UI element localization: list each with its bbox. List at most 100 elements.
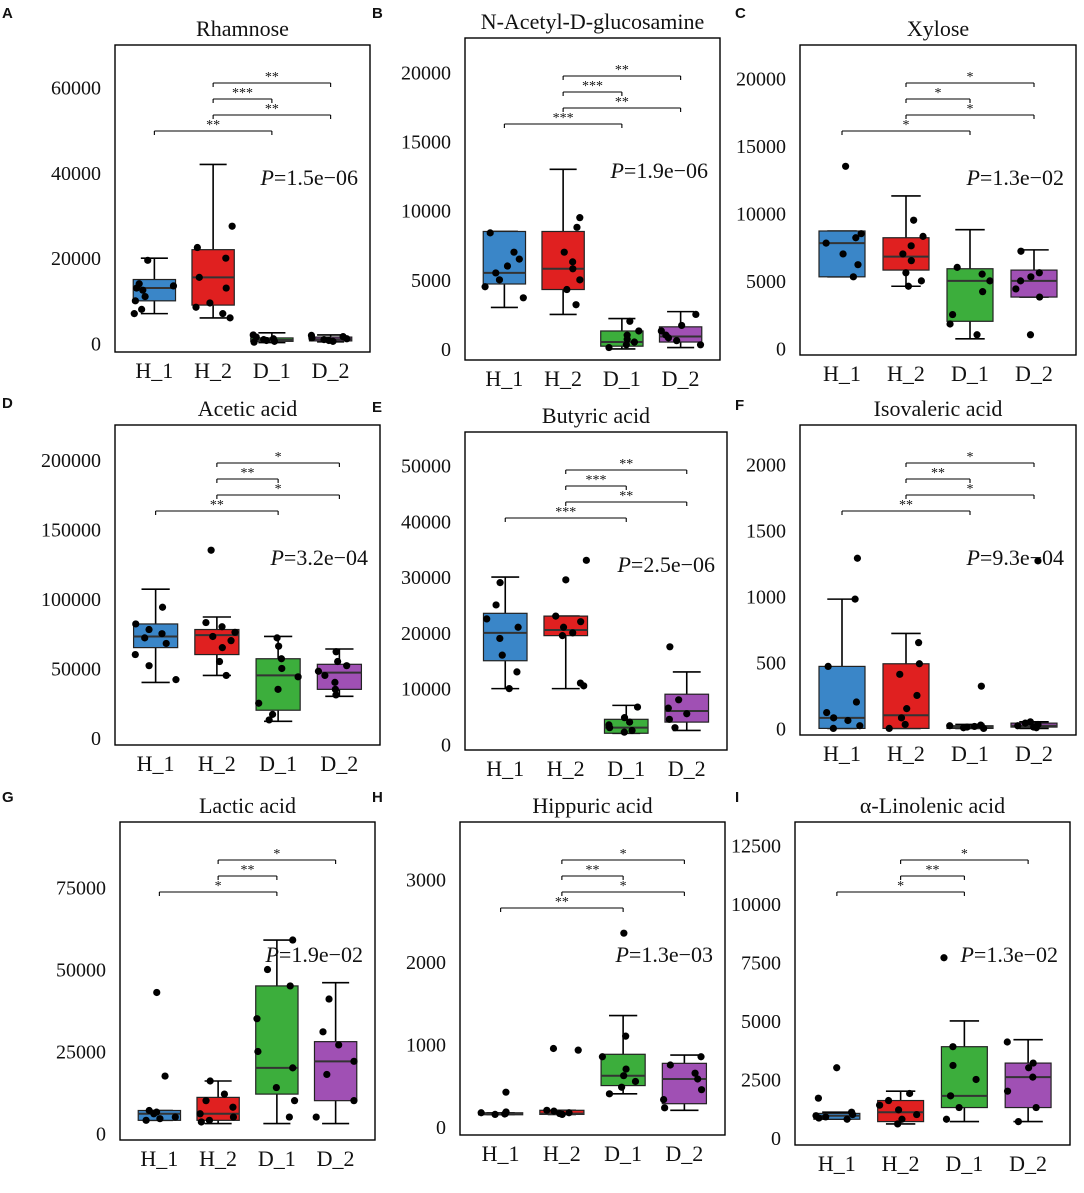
- data-point: [618, 1083, 626, 1091]
- data-point: [852, 698, 861, 706]
- data-point: [856, 722, 864, 730]
- x-tick-label: H_2: [882, 1151, 920, 1176]
- data-point: [558, 632, 567, 640]
- significance-bracket: **: [561, 863, 624, 880]
- data-point: [156, 1115, 164, 1123]
- data-point: [949, 1043, 957, 1051]
- data-point: [814, 1094, 822, 1102]
- data-point: [193, 243, 201, 252]
- significance-bracket: *: [561, 879, 685, 896]
- x-tick-label: D_2: [320, 751, 358, 776]
- x-tick-label: D_1: [607, 756, 645, 781]
- significance-label: **: [586, 863, 600, 878]
- significance-label: *: [620, 879, 627, 894]
- significance-bracket: *: [900, 847, 1029, 864]
- data-point: [206, 1077, 214, 1085]
- data-point: [272, 1083, 280, 1092]
- y-tick-label: 1500: [746, 521, 786, 543]
- data-point: [635, 327, 643, 335]
- data-point: [569, 629, 577, 637]
- data-point: [913, 1110, 921, 1119]
- data-point: [312, 1113, 320, 1121]
- data-point: [671, 724, 679, 732]
- plot-frame: [464, 431, 728, 751]
- x-tick-label: D_1: [951, 361, 989, 386]
- data-point: [854, 261, 862, 269]
- p-value: P=3.2e−04: [269, 545, 368, 570]
- data-point: [502, 1088, 510, 1096]
- significance-label: *: [275, 450, 282, 465]
- box-d-1: [598, 929, 646, 1098]
- x-tick-label: D_1: [951, 741, 989, 766]
- iqr-box: [882, 663, 930, 730]
- data-point: [314, 667, 323, 675]
- panel-letter: A: [2, 5, 13, 22]
- p-value: P=2.5e−06: [616, 552, 715, 577]
- data-point: [666, 1061, 674, 1069]
- panel-letter: F: [735, 397, 744, 414]
- data-point: [332, 691, 340, 699]
- data-point: [1027, 273, 1035, 281]
- data-point: [851, 595, 859, 603]
- data-point: [917, 277, 925, 285]
- data-point: [977, 721, 985, 729]
- data-point: [631, 1077, 640, 1086]
- data-point: [605, 343, 613, 352]
- data-point: [896, 670, 904, 678]
- data-point: [135, 280, 143, 288]
- box-h-2: [882, 632, 930, 733]
- data-point: [498, 651, 506, 659]
- data-point: [323, 1070, 331, 1079]
- x-tick-label: H_2: [544, 366, 582, 391]
- data-point: [320, 336, 328, 344]
- y-tick-label: 7500: [741, 952, 781, 974]
- data-point: [162, 639, 170, 648]
- x-tick-label: D_1: [253, 358, 291, 383]
- x-tick-label: H_2: [887, 361, 925, 386]
- data-point: [884, 1096, 893, 1105]
- data-point: [477, 1109, 485, 1117]
- data-point: [1012, 285, 1020, 293]
- significance-bracket: *: [836, 879, 965, 896]
- data-point: [885, 724, 893, 733]
- data-point: [254, 1047, 262, 1056]
- data-point: [481, 283, 489, 291]
- y-tick-label: 5000: [746, 271, 786, 293]
- y-tick-label: 15000: [401, 132, 451, 154]
- data-point: [946, 1092, 955, 1100]
- x-tick-label: H_1: [482, 1141, 520, 1166]
- data-point: [843, 1115, 851, 1123]
- data-point: [222, 671, 230, 680]
- significance-bracket: *: [216, 450, 340, 467]
- y-tick-label: 200000: [41, 450, 101, 472]
- significance-label: *: [967, 102, 974, 117]
- data-point: [153, 988, 161, 997]
- data-point: [158, 630, 166, 638]
- data-point: [560, 248, 568, 256]
- plot-frame: [799, 44, 1077, 356]
- panel-letter: I: [735, 789, 739, 806]
- data-point: [697, 1053, 705, 1061]
- y-tick-label: 5000: [411, 270, 451, 292]
- data-point: [222, 254, 230, 262]
- data-point: [696, 341, 705, 349]
- y-tick-label: 500: [756, 652, 786, 674]
- data-point: [195, 273, 203, 281]
- plot-frame: [459, 821, 726, 1136]
- data-point: [569, 258, 577, 266]
- data-point: [325, 995, 333, 1003]
- data-point: [605, 1090, 614, 1098]
- data-point: [626, 317, 634, 325]
- box-d-2: [657, 310, 705, 349]
- data-point: [228, 222, 236, 230]
- box-h-1: [818, 162, 866, 281]
- data-point: [657, 327, 665, 335]
- data-point: [486, 229, 494, 237]
- y-tick-label: 40000: [401, 511, 451, 533]
- data-point: [219, 310, 227, 318]
- box-h-1: [481, 229, 527, 309]
- data-point: [683, 710, 691, 718]
- box-d-2: [1010, 557, 1058, 732]
- significance-bracket: *: [905, 70, 1035, 87]
